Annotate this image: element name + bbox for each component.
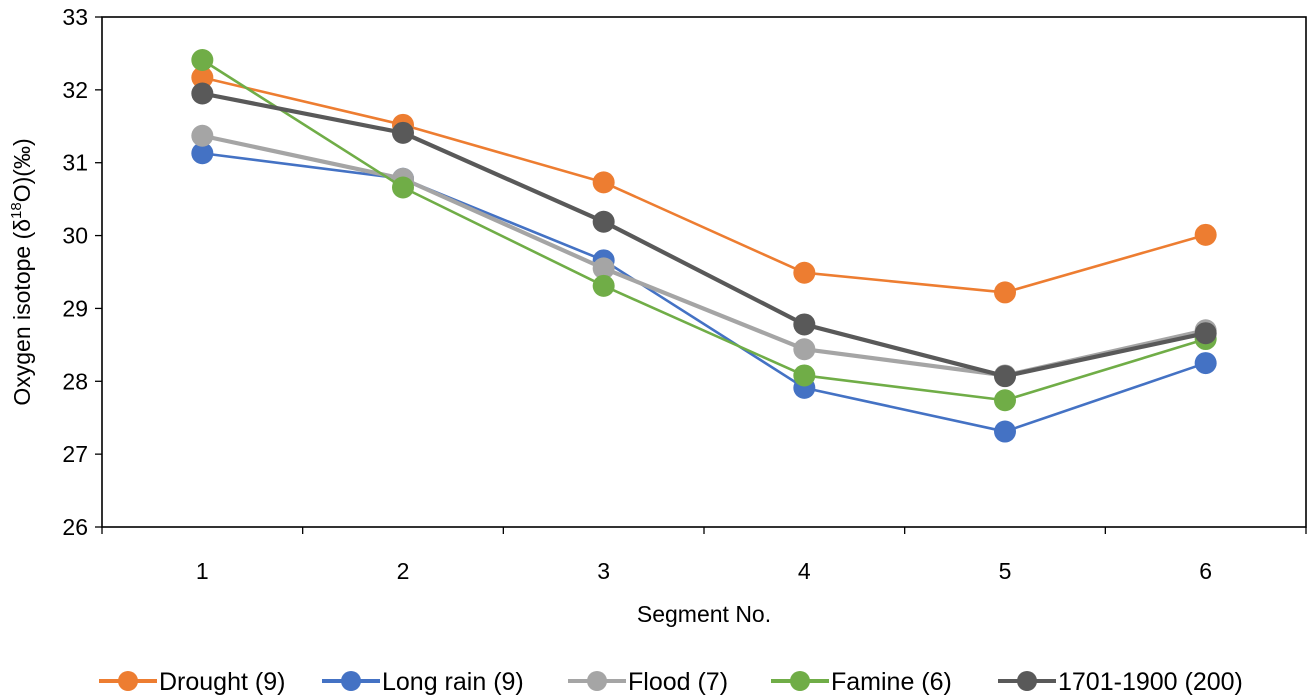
data-point-1701-1900-200	[793, 313, 816, 336]
y-tick-label: 32	[62, 77, 88, 103]
data-point-1701-1900-200	[392, 121, 414, 144]
series-layer	[191, 48, 1217, 443]
x-tick-label: 4	[798, 558, 811, 584]
series-long-rain-9	[191, 142, 1217, 443]
y-axis-title: Oxygen isotope (δ18O)(‰)	[8, 138, 35, 405]
data-point-drought-9	[592, 171, 615, 194]
series-famine-6	[191, 48, 1217, 412]
x-tick-label: 3	[597, 558, 610, 584]
legend-item-flood-7: Flood (7)	[568, 668, 728, 696]
legend-marker-swatch	[790, 671, 810, 691]
y-tick-label: 26	[62, 514, 88, 540]
data-point-1701-1900-200	[1194, 322, 1217, 345]
x-axis-title: Segment No.	[637, 601, 771, 627]
y-tick-label: 31	[62, 150, 88, 176]
y-tick-label: 29	[62, 295, 88, 321]
y-axis-title-suffix: O)(‰)	[9, 138, 35, 202]
data-point-long-rain-9	[191, 142, 214, 165]
data-point-famine-6	[392, 176, 414, 199]
data-point-flood-7	[592, 257, 615, 280]
legend-item-drought-9: Drought (9)	[99, 668, 285, 696]
x-tick-label: 1	[196, 558, 209, 584]
y-axis-title-superscript: 18	[8, 202, 25, 219]
y-axis-title-prefix: Oxygen isotope (δ	[9, 219, 35, 406]
legend-marker-swatch	[341, 671, 361, 691]
data-point-flood-7	[191, 124, 214, 147]
data-point-famine-6	[793, 364, 816, 387]
axis-labels: 26 27 28 29 30 31 32 33 1 2 3 4 5 6 Segment No. Oxygen …	[8, 4, 1212, 627]
data-point-flood-7	[793, 338, 816, 361]
y-tick-label: 27	[62, 441, 88, 467]
axes	[95, 16, 1307, 534]
data-point-long-rain-9	[1194, 352, 1217, 375]
data-point-famine-6	[994, 389, 1016, 412]
x-tick-label: 5	[999, 558, 1012, 584]
data-point-famine-6	[191, 48, 214, 71]
y-tick-label: 30	[62, 223, 88, 249]
data-point-famine-6	[592, 274, 615, 297]
x-tick-label: 6	[1199, 558, 1212, 584]
data-point-1701-1900-200	[592, 210, 615, 233]
legend-label: Flood (7)	[628, 668, 728, 696]
legend-marker-swatch	[587, 671, 607, 691]
x-tick-label: 2	[397, 558, 410, 584]
series-line-famine-6	[201, 58, 1207, 402]
legend-label: Drought (9)	[159, 668, 285, 696]
y-tick-label: 33	[62, 4, 88, 30]
legend: Drought (9) Long rain (9) Flood (7) Famine …	[99, 668, 1243, 696]
series-flood-7	[191, 124, 1217, 387]
data-point-drought-9	[1194, 223, 1217, 246]
legend-label: Long rain (9)	[382, 668, 524, 696]
series-1701-1900-200	[191, 82, 1217, 388]
series-line-long-rain-9	[202, 151, 1207, 433]
legend-label: 1701-1900 (200)	[1058, 668, 1243, 696]
series-drought-9	[191, 66, 1217, 304]
data-point-1701-1900-200	[994, 365, 1016, 388]
data-point-drought-9	[191, 66, 214, 89]
y-tick-label: 28	[62, 368, 88, 394]
series-line-1701-1900-200	[201, 91, 1207, 379]
data-point-drought-9	[793, 261, 816, 284]
legend-label: Famine (6)	[831, 668, 952, 696]
legend-item-1701-1900-200: 1701-1900 (200)	[998, 668, 1243, 696]
legend-marker-swatch	[118, 671, 138, 691]
data-point-1701-1900-200	[191, 82, 214, 105]
data-point-drought-9	[994, 281, 1016, 304]
legend-item-long-rain-9: Long rain (9)	[322, 668, 524, 696]
legend-item-famine-6: Famine (6)	[771, 668, 952, 696]
series-line-drought-9	[202, 76, 1207, 294]
legend-marker-swatch	[1017, 671, 1037, 691]
data-point-long-rain-9	[994, 420, 1016, 443]
